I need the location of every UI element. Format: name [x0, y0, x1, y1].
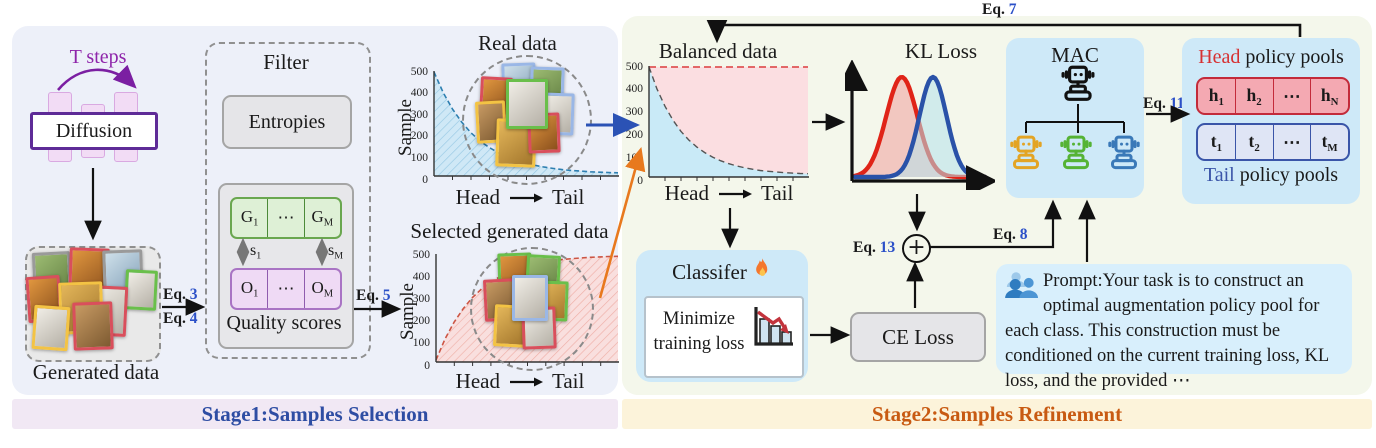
y-tick-label: 0 [637, 174, 643, 187]
mac-title: MAC [1051, 43, 1099, 67]
y-tick-label: 200 [410, 130, 428, 143]
kl-loss-chart [845, 60, 995, 190]
y-tick-label: 200 [625, 128, 643, 141]
tail-policy-pool-row: t1 t2 ⋯ tM [1196, 123, 1350, 161]
score-sM-label: sM [328, 242, 344, 262]
prompt-text: Prompt:Your task is to construct an opti… [1005, 271, 1329, 391]
right-arrow-icon [509, 193, 543, 202]
stage1-banner: Stage1:Samples Selection [12, 399, 618, 429]
filter-box [205, 42, 371, 359]
y-tick-label: 500 [625, 60, 643, 73]
y-tick-label: 100 [412, 337, 430, 350]
diffusion-box: Diffusion [30, 112, 158, 150]
eq3-label: Eq. 3 [163, 286, 198, 303]
eq13-label: Eq. 13 [853, 239, 896, 256]
pool-item: ⋯ [1272, 125, 1311, 159]
pool-item: tM [1310, 125, 1348, 159]
oracle-scores-row: O1 ⋯ OM [230, 268, 342, 310]
y-tick-label: 0 [422, 173, 428, 186]
selected-data-xaxis-label: Head Tail [455, 369, 585, 393]
pool-item: OM [303, 270, 340, 308]
selected-data-sample-circle [470, 247, 594, 371]
eq8-label: Eq. 8 [993, 226, 1028, 243]
declining-loss-chart-icon [750, 304, 796, 355]
real-data-collage [462, 55, 588, 181]
pool-item: ⋯ [267, 270, 303, 308]
pool-item: ⋯ [267, 199, 303, 237]
eq5-label: Eq. 5 [356, 287, 391, 304]
y-tick-label: 100 [410, 151, 428, 164]
y-tick-label: 400 [412, 270, 430, 283]
y-tick-label: 300 [412, 292, 430, 305]
quality-scores-label: Quality scores [226, 312, 342, 334]
real-data-xaxis-label: Head Tail [455, 185, 585, 209]
entropies-box: Entropies [222, 95, 352, 149]
score-s1-label: s1 [250, 242, 262, 262]
real-data-sample-circle [462, 55, 592, 185]
ce-loss-box: CE Loss [850, 312, 986, 362]
fire-icon [753, 257, 772, 288]
generated-data-collage [25, 246, 159, 358]
eq7-label: Eq. 7 [982, 1, 1017, 18]
minimize-training-loss-label: Minimize training loss [653, 309, 745, 354]
right-arrow-icon [509, 377, 543, 386]
people-icon [1005, 271, 1039, 306]
y-tick-label: 100 [625, 151, 643, 164]
pool-item: t1 [1210, 130, 1222, 154]
classifier-title: Classifer [636, 257, 808, 288]
photo-tile [506, 79, 548, 129]
diffusion-label: Diffusion [55, 119, 133, 142]
y-tick-label: 400 [625, 83, 643, 96]
real-data-title: Real data [478, 31, 557, 55]
photo-tile [72, 301, 114, 351]
head-policy-pools-title: Head policy pools [1198, 46, 1344, 68]
selected-data-title: Selected generated data [410, 219, 609, 243]
robot-agent-icon [1104, 134, 1144, 176]
stage2-banner: Stage2:Samples Refinement [622, 399, 1372, 429]
photo-tile [31, 304, 71, 352]
y-tick-label: 500 [412, 248, 430, 261]
balanced-data-xaxis-label: Head Tail [664, 181, 794, 205]
robot-coordinator-icon [1057, 64, 1099, 108]
policy-pools-box [1182, 38, 1360, 204]
head-policy-pool-row: h1 h2 ⋯ hN [1196, 77, 1350, 115]
balanced-data-title: Balanced data [658, 39, 778, 63]
eq11-label: Eq. 11 [1143, 95, 1185, 112]
y-tick-label: 0 [424, 359, 430, 372]
photo-tile [123, 269, 159, 311]
sum-node: + [902, 234, 931, 263]
robot-agent-icon [1006, 134, 1046, 176]
photo-tile [512, 275, 548, 321]
y-tick-label: 400 [410, 87, 428, 100]
generated-scores-row: G1 ⋯ GM [230, 197, 342, 239]
right-arrow-icon [718, 189, 752, 198]
y-tick-label: 500 [410, 65, 428, 78]
t-steps-label: T steps [69, 46, 127, 68]
pool-item: h2 [1234, 79, 1273, 113]
pool-item: O1 [240, 278, 259, 300]
balanced-data-chart [648, 66, 809, 181]
eq4-label: Eq. 4 [163, 310, 198, 327]
robot-agent-icon [1056, 134, 1096, 176]
y-tick-label: 300 [625, 106, 643, 119]
filter-title: Filter [263, 50, 309, 74]
pool-item: h1 [1208, 84, 1224, 108]
prompt-box: Prompt:Your task is to construct an opti… [996, 264, 1352, 391]
kl-loss-title: KL Loss [904, 39, 978, 63]
y-tick-label: 300 [410, 108, 428, 121]
pool-item: G1 [240, 207, 259, 229]
tail-policy-pools-title: Tail policy pools [1203, 164, 1339, 186]
pool-item: ⋯ [1272, 79, 1311, 113]
selected-data-collage [470, 247, 590, 367]
pool-item: GM [303, 199, 340, 237]
generated-data-label: Generated data [32, 360, 160, 384]
y-tick-label: 200 [412, 315, 430, 328]
pool-item: t2 [1234, 125, 1273, 159]
pool-item: hN [1310, 79, 1348, 113]
